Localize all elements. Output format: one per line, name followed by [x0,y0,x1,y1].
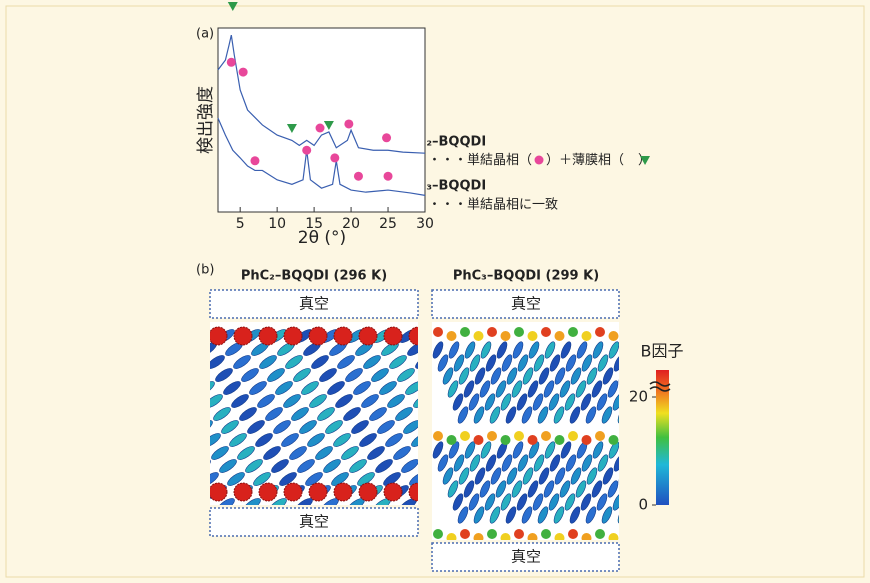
plot-frame [218,28,425,212]
panel-title: PhC₂–BQQDI (296 K) [241,269,387,284]
end-group [234,483,252,501]
end-group [259,327,277,345]
end-group [259,483,277,501]
vacuum-label: 真空 [511,295,541,313]
end-group [487,431,497,441]
end-group [384,327,402,345]
figure: (a) 検出強度 2θ (°) PhC₂–BQQDI PhC₃–BQQDI ・・… [0,0,870,583]
end-group [474,331,484,341]
end-group [359,327,377,345]
colorbar-tick-label: 20 [629,388,648,406]
colorbar-tick-label: 0 [638,496,648,514]
end-group [541,327,551,337]
y-axis-label: 検出強度 [196,86,216,154]
end-group [433,529,443,539]
end-group [555,331,565,341]
panel-label: (b) [196,263,214,278]
end-group [474,435,484,445]
end-group [528,435,538,445]
end-group [582,331,592,341]
x-tick-label: 10 [268,216,286,232]
circle-marker [250,156,259,165]
end-group [334,483,352,501]
end-group [487,529,497,539]
x-tick-label: 25 [379,216,397,232]
circle-marker [384,172,393,181]
end-group [501,331,511,341]
end-group [309,327,327,345]
panel-label: (a) [196,27,214,42]
end-group [568,529,578,539]
end-group [433,327,443,337]
circle-marker [330,153,339,162]
circle-marker [227,58,236,67]
end-group [384,483,402,501]
vacuum-label: 真空 [299,295,329,313]
end-group [334,327,352,345]
end-group [541,431,551,441]
end-group [359,483,377,501]
end-group [309,483,327,501]
circle-marker [239,68,248,77]
x-tick-label: 20 [342,216,360,232]
end-group [609,435,619,445]
end-group [209,483,227,501]
circle-marker [316,124,325,133]
x-tick-label: 15 [305,216,323,232]
x-tick-label: 30 [416,216,434,232]
end-group [595,529,605,539]
end-group [284,483,302,501]
vacuum-label: 真空 [511,548,541,566]
end-group [595,431,605,441]
end-group [209,327,227,345]
end-group [447,331,457,341]
end-group [514,327,524,337]
end-group [555,435,565,445]
x-tick-label: 5 [236,216,245,232]
note-part: ・・・単結晶相（ [428,152,532,168]
circle-marker [382,133,391,142]
end-group [541,529,551,539]
legend-icon [535,156,544,165]
end-group [568,327,578,337]
note-part: ）＋薄膜相（ [546,153,624,168]
end-group [460,431,470,441]
panel-title: PhC₃–BQQDI (299 K) [453,269,599,284]
end-group [447,435,457,445]
end-group [501,435,511,445]
end-group [460,327,470,337]
end-group [609,331,619,341]
circle-marker [354,172,363,181]
end-group [568,431,578,441]
end-group [514,529,524,539]
end-group [528,331,538,341]
end-group [460,529,470,539]
end-group [234,327,252,345]
colorbar-label: B因子 [641,342,684,361]
end-group [582,435,592,445]
end-group [284,327,302,345]
end-group [433,431,443,441]
vacuum-label: 真空 [299,513,329,531]
end-group [595,327,605,337]
circle-marker [302,146,311,155]
phase-note: ・・・単結晶相に一致 [428,197,558,213]
circle-marker [344,119,353,128]
end-group [487,327,497,337]
end-group [514,431,524,441]
